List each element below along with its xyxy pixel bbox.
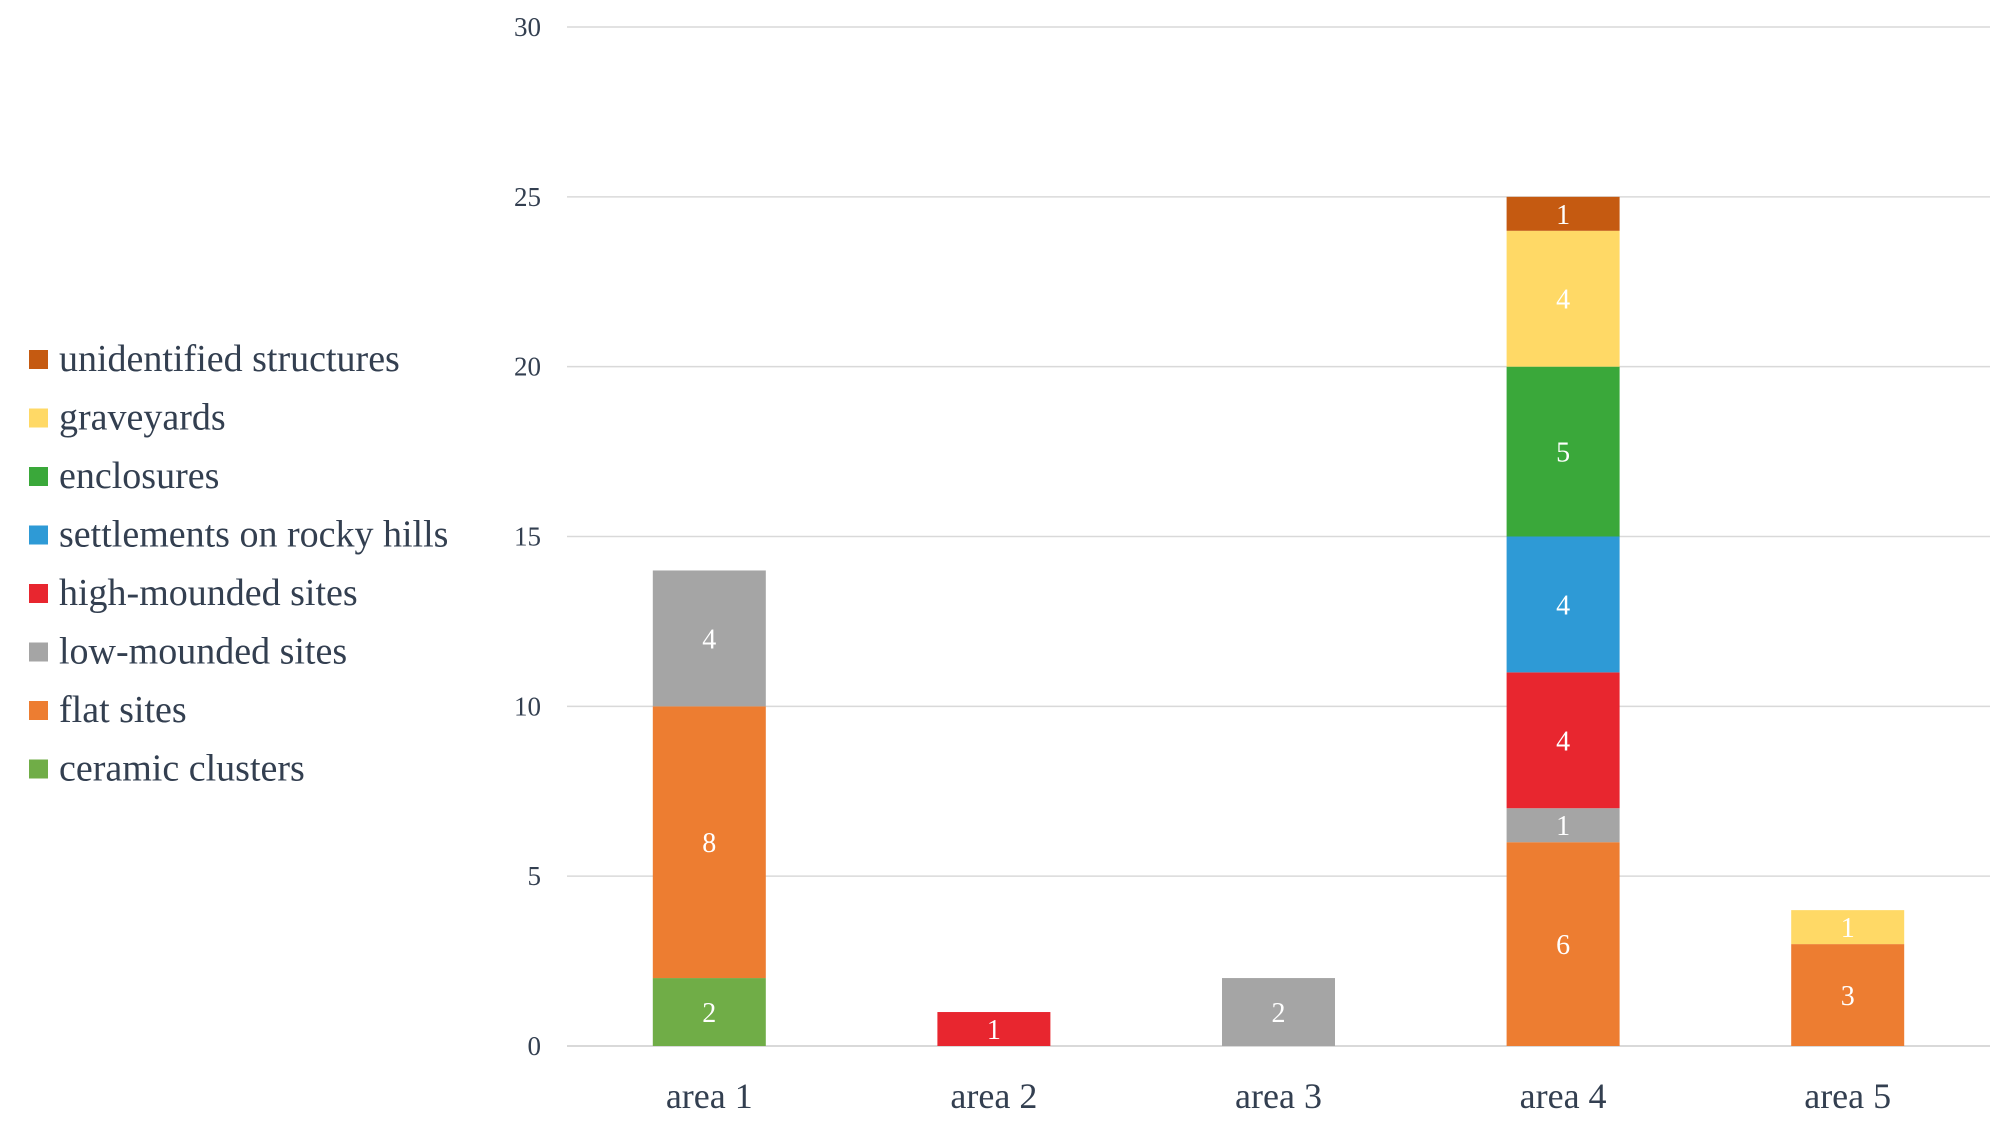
legend-swatch-flat-sites [29, 701, 48, 720]
bar-segment-enclosures [1506, 366, 1620, 537]
legend-label: flat sites [59, 689, 187, 731]
x-tick-label: area 3 [1235, 1076, 1322, 1116]
data-label: 1 [1841, 913, 1855, 944]
legend-swatch-high-mounded-sites [29, 584, 48, 603]
x-tick-label: area 2 [950, 1076, 1037, 1116]
data-label: 4 [1556, 590, 1570, 621]
legend: unidentified structures graveyards enclosu… [29, 338, 448, 790]
bar-segment-low-mounded-sites [1506, 808, 1620, 843]
bar-segment-unidentified-structures [1506, 196, 1620, 231]
x-axis-labels: area 1 area 2 area 3 area 4 area 5 [666, 1076, 1891, 1116]
y-tick-label: 30 [514, 12, 541, 42]
bar-segment-high-mounded-sites [937, 1012, 1051, 1046]
legend-swatch-unidentified-structures [29, 350, 48, 369]
bar-segment-flat-sites [1506, 842, 1620, 1046]
data-label: 4 [1556, 726, 1570, 757]
bar-segment-flat-sites [652, 706, 766, 979]
data-label: 1 [1556, 200, 1570, 231]
bar-segment-settlements-on-rocky-hills [1506, 536, 1620, 673]
legend-label: enclosures [59, 455, 219, 497]
bar-segment-flat-sites [1791, 944, 1905, 1046]
x-tick-label: area 5 [1804, 1076, 1891, 1116]
bars: 2 8 4 1 2 6 1 4 4 5 4 1 3 1 [652, 196, 1905, 1046]
data-label: 1 [987, 1015, 1001, 1046]
gridlines [567, 26, 1990, 1047]
legend-label: unidentified structures [59, 338, 400, 380]
data-label: 4 [1556, 285, 1570, 316]
data-label: 2 [702, 998, 716, 1029]
legend-swatch-graveyards [29, 408, 48, 428]
legend-swatch-settlements-on-rocky-hills [29, 525, 48, 545]
x-tick-label: area 4 [1520, 1076, 1607, 1116]
data-label: 3 [1841, 981, 1855, 1012]
data-label: 8 [702, 828, 716, 859]
y-tick-label: 10 [514, 691, 541, 721]
y-tick-label: 25 [514, 182, 541, 212]
data-label: 4 [702, 624, 716, 655]
y-tick-label: 0 [528, 1031, 542, 1061]
data-label: 6 [1556, 930, 1570, 961]
legend-label: settlements on rocky hills [59, 514, 448, 556]
bar-segment-low-mounded-sites [1222, 978, 1335, 1046]
legend-label: low-mounded sites [59, 631, 347, 673]
x-tick-label: area 1 [666, 1076, 753, 1116]
legend-label: high-mounded sites [59, 572, 358, 614]
bar-segment-high-mounded-sites [1506, 672, 1620, 809]
data-label: 5 [1556, 438, 1570, 469]
legend-swatch-enclosures [29, 467, 48, 486]
legend-swatch-low-mounded-sites [29, 642, 48, 662]
bar-segment-ceramic-clusters [652, 978, 766, 1046]
bar-segment-graveyards [1506, 230, 1620, 367]
y-tick-label: 15 [514, 522, 541, 552]
y-tick-label: 20 [514, 352, 541, 382]
legend-label: ceramic clusters [59, 748, 305, 790]
data-label: 1 [1556, 811, 1570, 842]
y-axis-ticks: 0 5 10 15 20 25 30 [514, 12, 541, 1061]
legend-label: graveyards [59, 397, 226, 439]
bar-segment-graveyards [1791, 910, 1905, 945]
data-label: 2 [1272, 998, 1286, 1029]
legend-swatch-ceramic-clusters [29, 759, 48, 779]
bar-segment-low-mounded-sites [652, 570, 766, 707]
y-tick-label: 5 [528, 861, 542, 891]
